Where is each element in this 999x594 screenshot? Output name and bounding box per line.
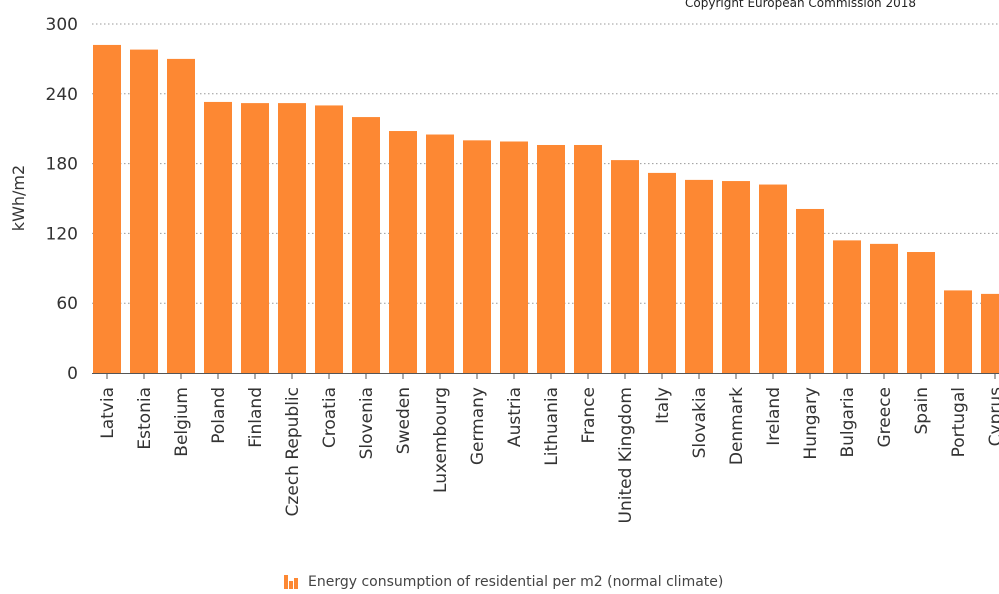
bar-italy[interactable] [648, 172, 676, 373]
bar-austria[interactable] [500, 141, 528, 373]
bar-poland[interactable] [204, 101, 232, 374]
x-tick-label: Sweden [394, 387, 414, 454]
bar-denmark[interactable] [722, 181, 750, 373]
y-tick-label: 0 [67, 364, 78, 384]
x-tick-label: Slovakia [690, 387, 710, 458]
x-tick-label: Portugal [949, 387, 969, 457]
x-tick-label: Luxembourg [431, 387, 451, 493]
x-tick-label: Lithuania [542, 387, 562, 466]
bar-portugal[interactable] [944, 290, 972, 373]
copyright-text: Copyright European Commission 2018 [685, 0, 916, 10]
bar-estonia[interactable] [130, 49, 158, 374]
y-tick-labels: 0 60 120 180 240 300 [46, 15, 78, 384]
bar-sweden[interactable] [389, 131, 417, 373]
bar-bulgaria[interactable] [833, 240, 861, 373]
y-tick-label: 240 [46, 85, 78, 105]
y-axis-label: kWh/m2 [9, 165, 28, 231]
x-tick-label: Finland [246, 387, 266, 448]
bar-slovakia[interactable] [685, 179, 713, 373]
x-tick-label: Belgium [172, 387, 192, 457]
x-tick-label: United Kingdom [616, 387, 636, 523]
x-tick-label: Czech Republic [283, 387, 303, 516]
bar-hungary[interactable] [796, 208, 824, 373]
x-tick-label: Denmark [727, 387, 747, 465]
bar-france[interactable] [574, 144, 602, 373]
x-tick-label: Ireland [764, 387, 784, 446]
x-tick-label: Cyprus [986, 387, 999, 446]
bar-croatia[interactable] [315, 105, 343, 373]
bar-finland[interactable] [241, 103, 269, 374]
bar-belgium[interactable] [167, 58, 195, 374]
bar-greece[interactable] [870, 243, 898, 373]
x-tick-label: Austria [505, 387, 525, 447]
x-tick-label: Latvia [98, 387, 118, 439]
x-tick-labels: Latvia Estonia Belgium Poland Finland Czech R… [98, 373, 999, 523]
bar-germany[interactable] [463, 140, 491, 373]
y-tick-label: 300 [46, 15, 78, 35]
bar-ireland[interactable] [759, 184, 787, 373]
x-tick-label: Croatia [320, 387, 340, 448]
bar-lithuania[interactable] [537, 144, 565, 373]
bar-cyprus[interactable] [981, 293, 999, 373]
bar-luxembourg[interactable] [426, 134, 454, 373]
x-tick-label: Slovenia [357, 387, 377, 459]
bar-united-kingdom[interactable] [611, 160, 639, 373]
x-tick-label: France [579, 387, 599, 444]
x-tick-label: Estonia [135, 387, 155, 450]
bar-spain[interactable] [907, 252, 935, 373]
legend[interactable]: Energy consumption of residential per m2… [284, 574, 723, 590]
y-tick-label: 120 [46, 224, 78, 244]
x-tick-label: Germany [468, 387, 488, 465]
y-tick-label: 60 [56, 294, 78, 314]
bar-czech-republic[interactable] [278, 103, 306, 374]
x-tick-label: Italy [653, 387, 673, 424]
y-tick-label: 180 [46, 155, 78, 175]
bar-slovenia[interactable] [352, 117, 380, 373]
bar-chart-icon [284, 575, 302, 589]
legend-label: Energy consumption of residential per m2… [308, 574, 724, 590]
x-tick-label: Bulgaria [838, 387, 858, 458]
x-tick-label: Poland [209, 387, 229, 444]
x-tick-label: Spain [912, 387, 932, 435]
bar-latvia[interactable] [93, 44, 121, 373]
x-tick-label: Hungary [801, 387, 821, 460]
bars [93, 44, 999, 374]
x-tick-label: Greece [875, 387, 895, 448]
